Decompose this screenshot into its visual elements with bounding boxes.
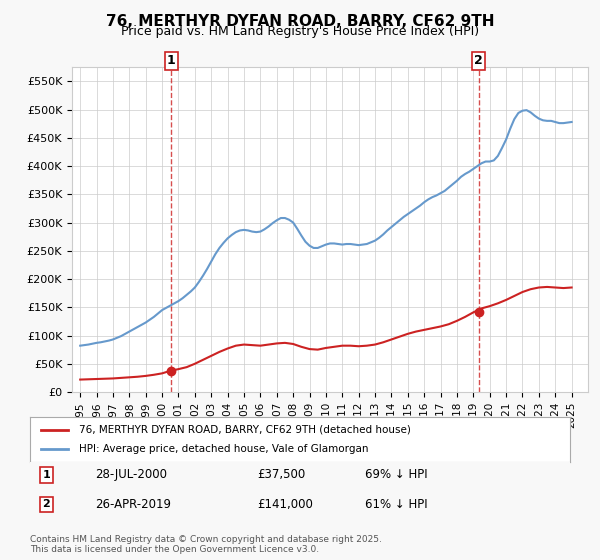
Text: 1: 1 — [167, 54, 176, 67]
Text: Contains HM Land Registry data © Crown copyright and database right 2025.
This d: Contains HM Land Registry data © Crown c… — [30, 535, 382, 554]
Text: 1: 1 — [43, 470, 50, 480]
Text: 76, MERTHYR DYFAN ROAD, BARRY, CF62 9TH: 76, MERTHYR DYFAN ROAD, BARRY, CF62 9TH — [106, 14, 494, 29]
Text: £141,000: £141,000 — [257, 498, 313, 511]
Text: 76, MERTHYR DYFAN ROAD, BARRY, CF62 9TH (detached house): 76, MERTHYR DYFAN ROAD, BARRY, CF62 9TH … — [79, 424, 410, 435]
Text: Price paid vs. HM Land Registry's House Price Index (HPI): Price paid vs. HM Land Registry's House … — [121, 25, 479, 38]
Text: 2: 2 — [474, 54, 483, 67]
Text: 69% ↓ HPI: 69% ↓ HPI — [365, 468, 427, 482]
Text: 2: 2 — [43, 500, 50, 510]
Text: £37,500: £37,500 — [257, 468, 305, 482]
Text: 28-JUL-2000: 28-JUL-2000 — [95, 468, 167, 482]
Text: 61% ↓ HPI: 61% ↓ HPI — [365, 498, 427, 511]
Text: 26-APR-2019: 26-APR-2019 — [95, 498, 171, 511]
Text: HPI: Average price, detached house, Vale of Glamorgan: HPI: Average price, detached house, Vale… — [79, 445, 368, 455]
